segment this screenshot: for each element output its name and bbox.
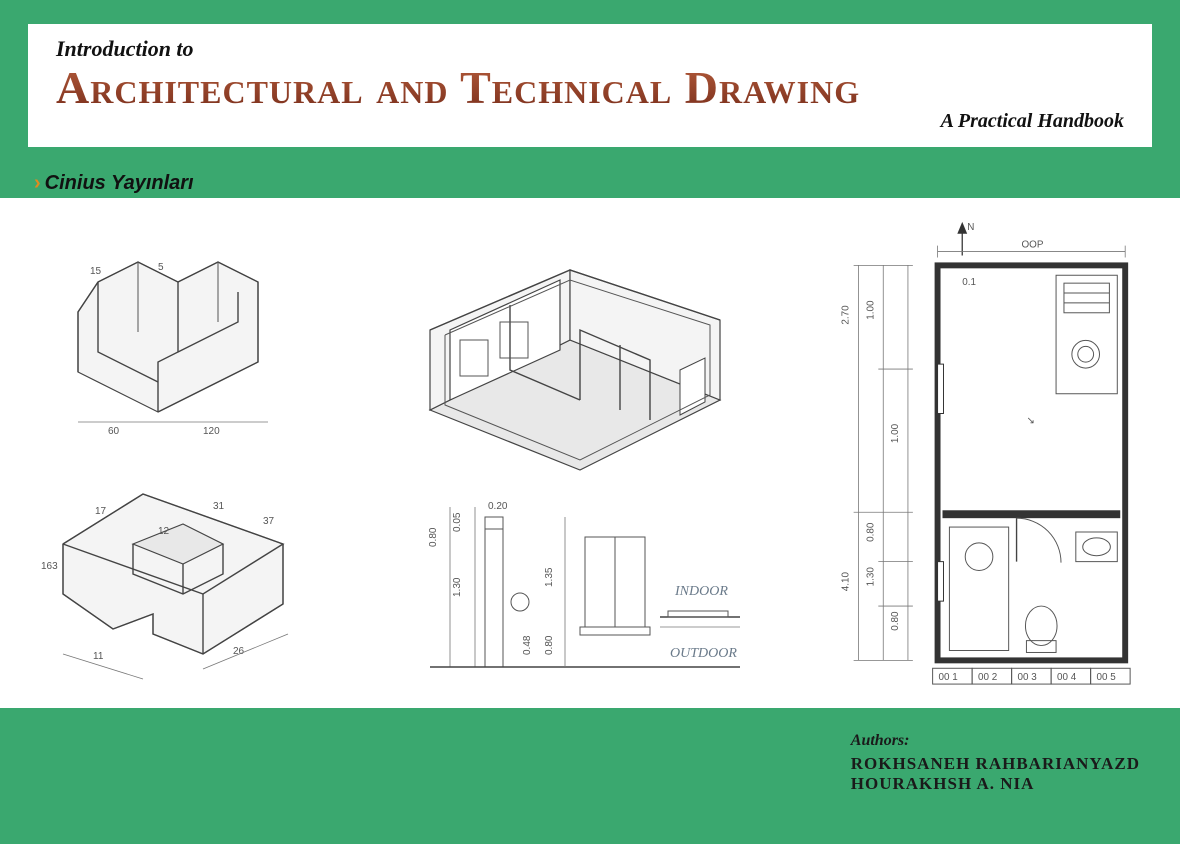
dim-label: 5 [158, 262, 164, 273]
dim-label: 1.30 [452, 577, 463, 597]
dim-label: 26 [233, 646, 245, 657]
indoor-label: INDOOR [674, 584, 728, 599]
dim-label: 60 [108, 426, 120, 437]
floor-plan: N OOP 2.70 [817, 216, 1147, 690]
dim-label: 31 [213, 501, 225, 512]
dim-label: OOP [1022, 240, 1044, 251]
dim-label: 1.00 [865, 300, 876, 320]
dim-label: 0.48 [522, 635, 533, 655]
house-isometric [390, 220, 750, 480]
title-band: Introduction to Architectural and Techni… [28, 24, 1152, 147]
authors-label: Authors: [851, 732, 1140, 750]
dim-label: 4.10 [841, 572, 852, 592]
room-tags: 00 1 00 2 00 3 00 4 00 5 [933, 668, 1131, 684]
dim-label: 2.70 [841, 305, 852, 325]
dim-label: 0.05 [452, 512, 463, 532]
column-floorplan: N OOP 2.70 [812, 216, 1152, 690]
outdoor-label: OUTDOOR [670, 646, 737, 661]
dim-label: 0.80 [865, 522, 876, 542]
author-name-2: HOURAKHSH A. NIA [851, 774, 1140, 794]
dim-label: 1.30 [865, 567, 876, 587]
north-arrow: N [957, 222, 974, 256]
dim-label: 12 [158, 526, 170, 537]
column-house-elevation: 0.80 0.05 1.30 0.20 1.35 0.80 0.48 INDOO… [380, 216, 760, 690]
dim-label: 0.80 [890, 611, 901, 631]
north-label: N [967, 222, 974, 233]
authors-block: Authors: ROKHSANEH RAHBARIANYAZD HOURAKH… [851, 732, 1140, 794]
room-tag: 00 1 [939, 672, 958, 683]
dim-label: 120 [203, 426, 220, 437]
main-title: Architectural and Technical Drawing [56, 64, 1124, 112]
publisher-label: Cinius Yayınları [34, 172, 194, 195]
dim-label: 0.1 [962, 277, 976, 288]
plan-mark: ↘ [1026, 415, 1034, 426]
room-tag: 00 4 [1057, 672, 1077, 683]
dim-label: 0.80 [544, 635, 555, 655]
drawings-panel: 60 120 15 5 163 17 12 31 37 26 [0, 198, 1180, 708]
intro-line: Introduction to [56, 36, 1124, 62]
dim-label: 1.00 [890, 423, 901, 443]
room-tag: 00 2 [978, 672, 997, 683]
dim-label: 15 [90, 266, 102, 277]
book-cover: Introduction to Architectural and Techni… [0, 0, 1180, 844]
iso-solid-top: 60 120 15 5 [38, 222, 318, 442]
dim-label: 37 [263, 516, 275, 527]
elevation-dimensions: 0.80 0.05 1.30 0.20 1.35 0.80 0.48 INDOO… [390, 487, 750, 687]
room-tag: 00 3 [1018, 672, 1038, 683]
subtitle: A Practical Handbook [56, 110, 1124, 133]
column-iso-solids: 60 120 15 5 163 17 12 31 37 26 [28, 216, 328, 690]
room-tag: 00 5 [1097, 672, 1117, 683]
dim-label: 0.20 [488, 501, 508, 512]
author-name-1: ROKHSANEH RAHBARIANYAZD [851, 754, 1140, 774]
dim-label: 1.35 [544, 567, 555, 587]
dim-label: 11 [93, 651, 104, 662]
iso-solid-bottom: 163 17 12 31 37 26 11 [33, 454, 323, 684]
dim-label: 17 [95, 506, 107, 517]
dim-label: 163 [41, 561, 58, 572]
dim-label: 0.80 [428, 527, 439, 547]
